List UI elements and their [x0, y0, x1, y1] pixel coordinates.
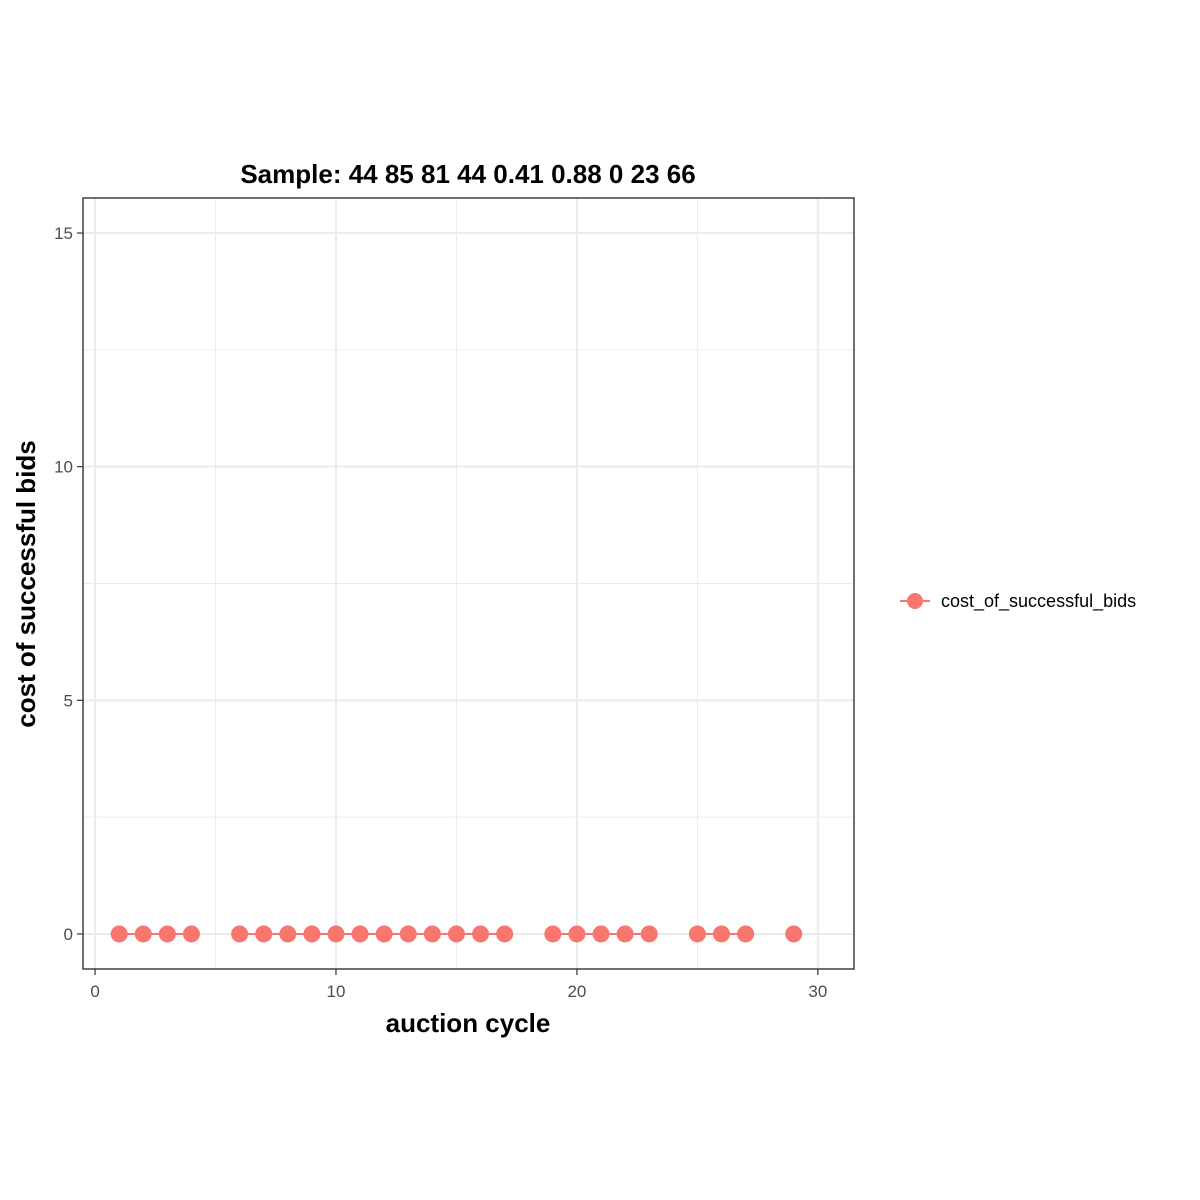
minor-gridlines [83, 198, 854, 969]
data-point [158, 925, 176, 943]
legend: cost_of_successful_bids [900, 591, 1136, 612]
data-point [616, 925, 634, 943]
plot-border [82, 197, 855, 970]
data-point [712, 925, 730, 943]
data-point [279, 925, 297, 943]
data-point [134, 925, 152, 943]
data-point [423, 925, 441, 943]
data-point [592, 925, 610, 943]
data-point [472, 925, 490, 943]
x-tick-label: 30 [808, 982, 827, 1001]
y-tick-label: 5 [64, 691, 73, 710]
data-point [640, 925, 658, 943]
data-point [737, 925, 755, 943]
data-point [544, 925, 562, 943]
data-point [303, 925, 321, 943]
y-tick-label: 0 [64, 925, 73, 944]
legend-key-point [907, 593, 923, 609]
x-tick-label: 20 [567, 982, 586, 1001]
x-axis-title: auction cycle [386, 1008, 551, 1038]
data-point [399, 925, 417, 943]
data-point [688, 925, 706, 943]
x-tick-label: 10 [327, 982, 346, 1001]
data-point [496, 925, 514, 943]
x-axis: 0 10 20 30 [90, 969, 827, 1001]
data-point [182, 925, 200, 943]
y-tick-label: 10 [54, 458, 73, 477]
chart-title: Sample: 44 85 81 44 0.41 0.88 0 23 66 [240, 159, 695, 189]
data-point [375, 925, 393, 943]
y-axis-title: cost of successful bids [11, 440, 41, 728]
data-point [351, 925, 369, 943]
data-point [255, 925, 273, 943]
data-point [327, 925, 345, 943]
y-tick-label: 15 [54, 224, 73, 243]
legend-label: cost_of_successful_bids [941, 591, 1136, 612]
data-point [110, 925, 128, 943]
x-tick-label: 0 [90, 982, 99, 1001]
data-point [231, 925, 249, 943]
data-point [785, 925, 803, 943]
data-point [447, 925, 465, 943]
data-point [568, 925, 586, 943]
series-layer [110, 925, 803, 943]
y-axis: 0 5 10 15 [54, 224, 83, 944]
